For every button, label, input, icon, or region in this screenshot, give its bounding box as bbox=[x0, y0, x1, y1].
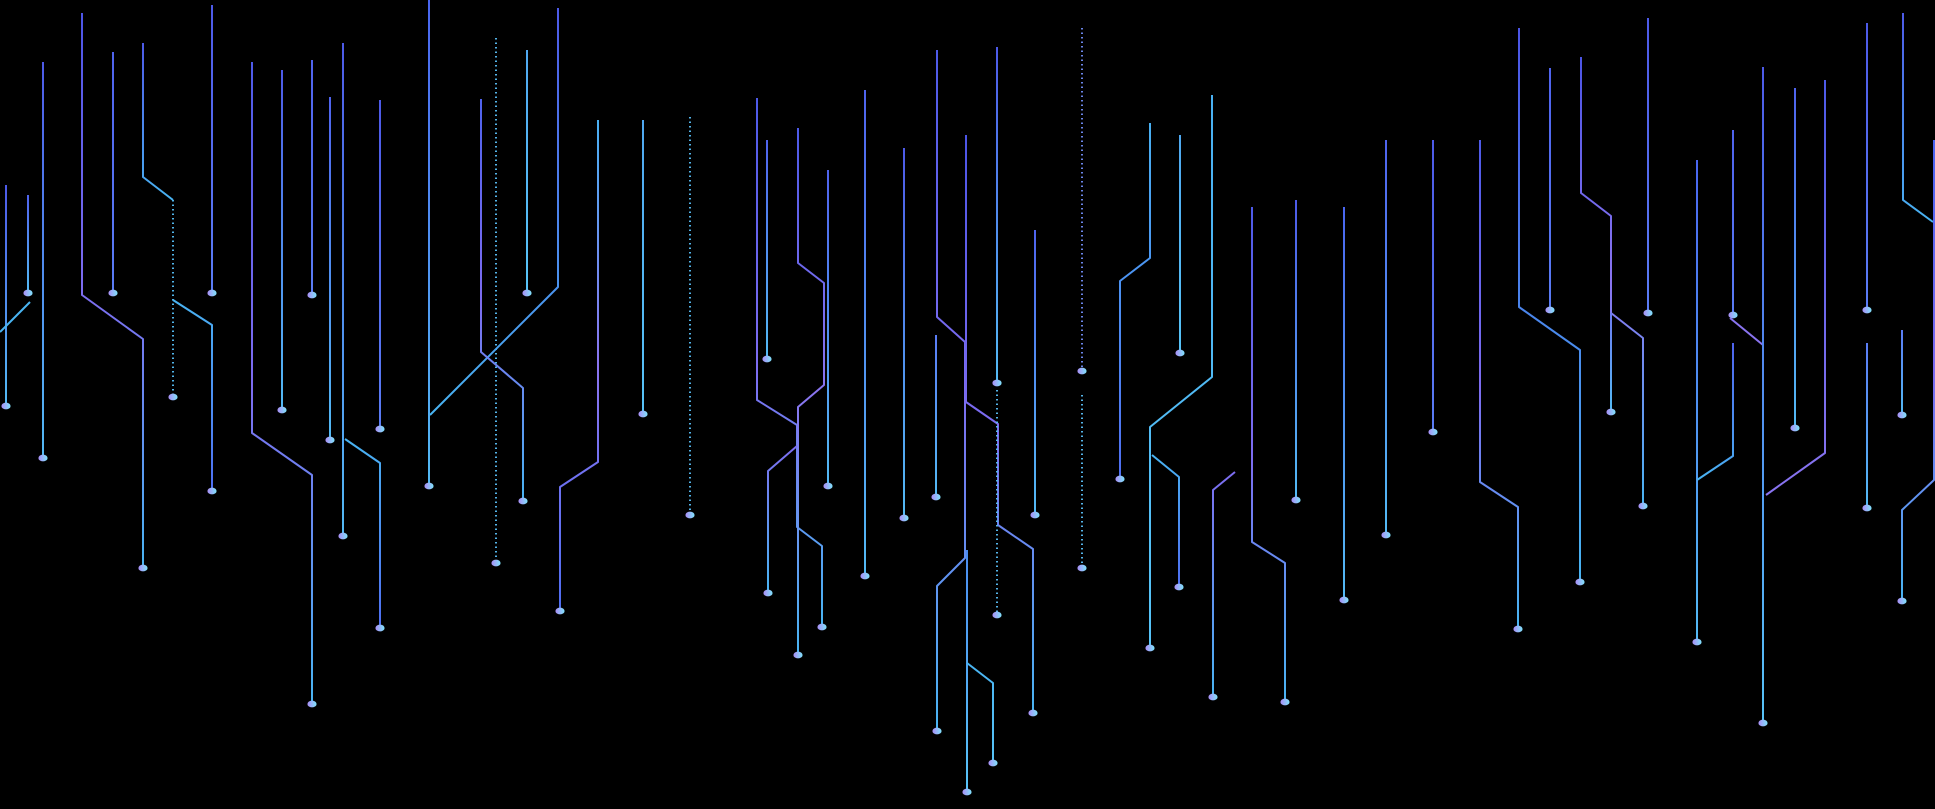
circuit-trace bbox=[1212, 471, 1236, 697]
circuit-trace bbox=[1765, 80, 1826, 496]
trace-endpoint-dot bbox=[1862, 504, 1872, 512]
circuit-trace bbox=[1479, 140, 1519, 629]
trace-endpoint-dot bbox=[108, 289, 118, 297]
trace-endpoint-dot bbox=[1790, 424, 1800, 432]
trace-endpoint-dot bbox=[338, 532, 348, 540]
trace-endpoint-dot bbox=[1280, 698, 1290, 706]
trace-endpoint-dot bbox=[992, 611, 1002, 619]
trace-endpoint-dot bbox=[1291, 496, 1301, 504]
trace-endpoint-dot bbox=[1513, 625, 1523, 633]
trace-endpoint-dot bbox=[307, 291, 317, 299]
trace-endpoint-dot bbox=[1643, 309, 1653, 317]
circuit-trace bbox=[767, 445, 798, 593]
circuit-trace bbox=[172, 299, 213, 491]
trace-endpoint-dot bbox=[1897, 597, 1907, 605]
trace-endpoint-dot bbox=[823, 482, 833, 490]
trace-endpoint-dot bbox=[860, 572, 870, 580]
circuit-trace bbox=[1696, 343, 1734, 481]
trace-endpoint-dot bbox=[1862, 306, 1872, 314]
trace-endpoint-dot bbox=[763, 589, 773, 597]
trace-endpoint-dot bbox=[1339, 596, 1349, 604]
trace-endpoint-dot bbox=[277, 406, 287, 414]
trace-endpoint-dot bbox=[424, 482, 434, 490]
circuit-trace bbox=[480, 99, 524, 501]
trace-endpoint-dot bbox=[1692, 638, 1702, 646]
trace-endpoint-dot bbox=[23, 289, 33, 297]
trace-endpoint-dot bbox=[931, 493, 941, 501]
circuit-trace bbox=[1518, 28, 1581, 582]
trace-endpoint-dot bbox=[1381, 531, 1391, 539]
circuit-trace bbox=[251, 62, 313, 704]
trace-endpoint-dot bbox=[1030, 511, 1040, 519]
circuit-trace bbox=[559, 120, 599, 611]
circuit-trace bbox=[81, 13, 144, 568]
trace-endpoint-dot bbox=[1145, 644, 1155, 652]
trace-endpoint-dot bbox=[1, 402, 11, 410]
trace-endpoint-dot bbox=[1077, 367, 1087, 375]
trace-endpoint-dot bbox=[1606, 408, 1616, 416]
trace-endpoint-dot bbox=[522, 289, 532, 297]
circuit-trace bbox=[1151, 454, 1180, 587]
trace-endpoint-dot bbox=[932, 727, 942, 735]
trace-endpoint-dot bbox=[491, 559, 501, 567]
trace-endpoint-dot bbox=[899, 514, 909, 522]
trace-endpoint-dot bbox=[38, 454, 48, 462]
trace-endpoint-dot bbox=[817, 623, 827, 631]
trace-endpoint-dot bbox=[1545, 306, 1555, 314]
trace-endpoint-dot bbox=[1208, 693, 1218, 701]
trace-endpoint-dot bbox=[1115, 475, 1125, 483]
trace-endpoint-dot bbox=[1897, 411, 1907, 419]
circuit-trace bbox=[797, 128, 825, 655]
trace-endpoint-dot bbox=[1575, 578, 1585, 586]
circuit-trace bbox=[1149, 95, 1213, 648]
trace-endpoint-dot bbox=[962, 788, 972, 796]
trace-endpoint-dot bbox=[1077, 564, 1087, 572]
trace-endpoint-dot bbox=[638, 410, 648, 418]
trace-endpoint-dot bbox=[1728, 311, 1738, 319]
circuit-trace bbox=[1580, 57, 1644, 506]
trace-endpoint-dot bbox=[207, 289, 217, 297]
trace-endpoint-dot bbox=[1028, 709, 1038, 717]
trace-endpoint-dot bbox=[1638, 502, 1648, 510]
trace-endpoint-dot bbox=[325, 436, 335, 444]
circuit-trace bbox=[344, 438, 381, 628]
trace-endpoint-dot bbox=[793, 651, 803, 659]
circuit-trace bbox=[1251, 207, 1286, 702]
trace-endpoint-dot bbox=[988, 759, 998, 767]
trace-endpoint-dot bbox=[375, 624, 385, 632]
circuit-trace bbox=[936, 50, 966, 731]
circuit-trace bbox=[429, 8, 559, 416]
trace-endpoint-dot bbox=[1175, 349, 1185, 357]
trace-endpoint-dot bbox=[518, 497, 528, 505]
circuit-trace bbox=[1729, 317, 1764, 346]
trace-endpoint-dot bbox=[685, 511, 695, 519]
trace-endpoint-dot bbox=[307, 700, 317, 708]
trace-endpoint-dot bbox=[992, 379, 1002, 387]
circuit-trace bbox=[965, 135, 1034, 713]
trace-endpoint-dot bbox=[1174, 583, 1184, 591]
trace-endpoint-dot bbox=[168, 393, 178, 401]
circuit-trace bbox=[1119, 123, 1151, 479]
trace-endpoint-dot bbox=[138, 564, 148, 572]
trace-endpoint-dot bbox=[207, 487, 217, 495]
trace-endpoint-dot bbox=[375, 425, 385, 433]
trace-endpoint-dot bbox=[1758, 719, 1768, 727]
circuit-trace bbox=[1902, 13, 1934, 223]
trace-endpoint-dot bbox=[555, 607, 565, 615]
trace-endpoint-dot bbox=[762, 355, 772, 363]
circuit-trace bbox=[1901, 140, 1935, 601]
circuit-trace bbox=[966, 662, 994, 763]
circuit-trace bbox=[142, 43, 174, 201]
trace-endpoint-dot bbox=[1428, 428, 1438, 436]
circuit-trace bbox=[0, 301, 31, 333]
